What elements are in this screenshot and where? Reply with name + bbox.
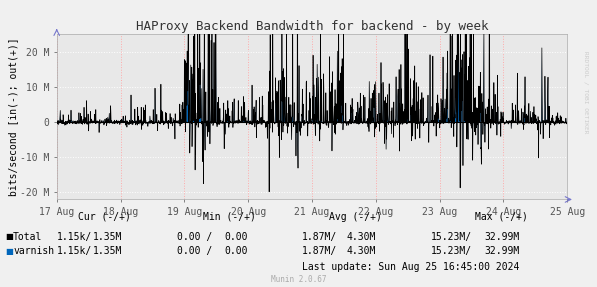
Text: 0.00 /: 0.00 / — [177, 246, 212, 256]
Text: 4.30M: 4.30M — [347, 232, 376, 242]
Text: Avg (-/+): Avg (-/+) — [329, 212, 381, 222]
Text: Max (-/+): Max (-/+) — [475, 212, 528, 222]
Text: ■: ■ — [5, 247, 13, 256]
Text: Munin 2.0.67: Munin 2.0.67 — [271, 275, 326, 284]
Text: 1.87M/: 1.87M/ — [302, 232, 337, 242]
Text: Total: Total — [13, 232, 42, 242]
Text: Last update: Sun Aug 25 16:45:00 2024: Last update: Sun Aug 25 16:45:00 2024 — [302, 262, 519, 272]
Y-axis label: bits/second [in(-); out(+)]: bits/second [in(-); out(+)] — [8, 38, 19, 196]
Text: RRDTOOL / TOBI OETIKER: RRDTOOL / TOBI OETIKER — [584, 51, 589, 133]
Text: 4.30M: 4.30M — [347, 246, 376, 256]
Text: 0.00 /: 0.00 / — [177, 232, 212, 242]
Title: HAProxy Backend Bandwidth for backend - by week: HAProxy Backend Bandwidth for backend - … — [136, 20, 488, 33]
Text: 0.00: 0.00 — [224, 232, 248, 242]
Text: ■: ■ — [5, 232, 13, 241]
Text: 15.23M/: 15.23M/ — [430, 232, 472, 242]
Text: Min (-/+): Min (-/+) — [204, 212, 256, 222]
Text: 1.35M: 1.35M — [93, 232, 122, 242]
Text: Cur (-/+): Cur (-/+) — [78, 212, 131, 222]
Text: 1.15k/: 1.15k/ — [57, 246, 93, 256]
Text: 32.99M: 32.99M — [484, 246, 519, 256]
Text: 32.99M: 32.99M — [484, 232, 519, 242]
Text: 1.35M: 1.35M — [93, 246, 122, 256]
Text: 15.23M/: 15.23M/ — [430, 246, 472, 256]
Text: 1.87M/: 1.87M/ — [302, 246, 337, 256]
Text: varnish: varnish — [13, 246, 54, 256]
Text: 0.00: 0.00 — [224, 246, 248, 256]
Text: 1.15k/: 1.15k/ — [57, 232, 93, 242]
